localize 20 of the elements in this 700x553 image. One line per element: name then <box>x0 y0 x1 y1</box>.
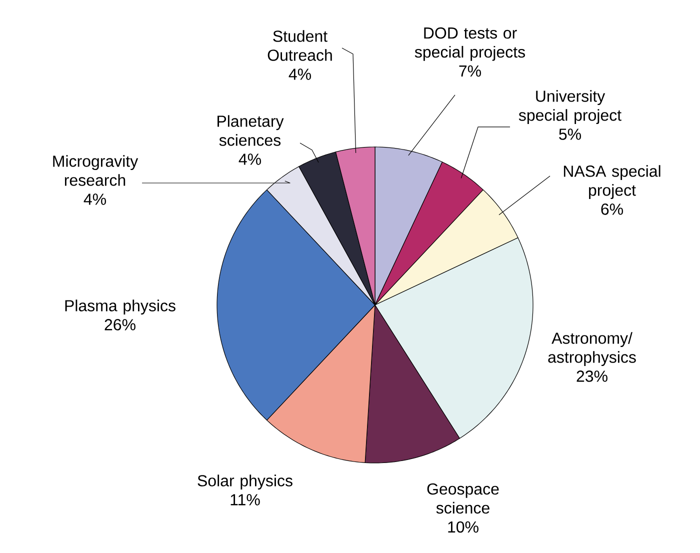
slice-label: University special project <box>518 90 622 124</box>
data-label: 10% <box>448 521 478 533</box>
slice-label: Microgravity research <box>53 155 138 186</box>
data-label: 6% <box>601 204 623 215</box>
data-label: 26% <box>104 319 136 330</box>
slice-label: Student Outreach <box>268 30 332 61</box>
data-label: 5% <box>559 128 581 140</box>
slice-label: Plasma physics <box>65 300 176 315</box>
data-label: 7% <box>459 65 481 77</box>
data-label: 11% <box>230 494 260 506</box>
slice-label: Solar physics <box>198 474 292 490</box>
slice-label: NASA special project <box>564 165 660 200</box>
data-label: 4% <box>238 154 261 165</box>
slice-label: Planetary sciences <box>218 115 284 146</box>
slice-label: DOD tests or special projects <box>414 27 525 61</box>
data-label: 4% <box>288 68 311 80</box>
data-label: 23% <box>576 370 608 382</box>
data-label: 4% <box>84 194 106 205</box>
slice-label: Astronomy/ astrophysics <box>548 332 636 366</box>
slice-label: Geospace science <box>427 483 499 514</box>
